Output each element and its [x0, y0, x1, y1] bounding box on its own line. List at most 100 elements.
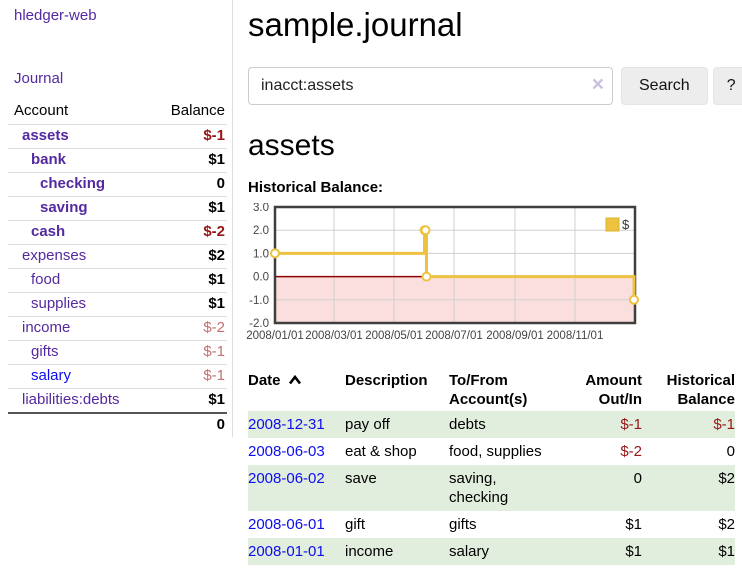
y-tick-label: 1.0 — [253, 248, 269, 260]
transaction-balance: $1 — [718, 543, 735, 560]
account-balance: $1 — [149, 148, 227, 173]
account-balance: $1 — [149, 268, 227, 293]
page-title: sample.journal — [248, 6, 463, 43]
account-row: checking 0 — [8, 172, 227, 197]
x-tick-label: 2008/07/01 — [425, 330, 483, 342]
transaction-date-link[interactable]: 2008-06-01 — [248, 516, 325, 533]
account-link[interactable]: supplies — [31, 295, 87, 312]
register-row: 2008-01-01 income salary $1 $1 — [248, 538, 735, 565]
transaction-amount: $-2 — [620, 443, 642, 460]
transaction-description: gift — [345, 516, 366, 533]
account-heading: assets — [248, 129, 335, 162]
transaction-balance: $2 — [718, 516, 735, 533]
account-link[interactable]: cash — [31, 223, 66, 240]
x-tick-label: 2008/11/01 — [547, 330, 604, 342]
account-row: income $-2 — [8, 316, 227, 341]
accounts-total-spacer — [8, 412, 150, 437]
transaction-balance: $2 — [718, 470, 735, 487]
account-balance: $1 — [149, 388, 227, 413]
transaction-description: eat & shop — [345, 443, 417, 460]
account-balance: $1 — [149, 196, 227, 221]
account-link[interactable]: liabilities:debts — [22, 391, 120, 408]
transaction-amount: $-1 — [620, 416, 642, 433]
account-balance: 0 — [149, 172, 227, 197]
register-row: 2008-06-03 eat & shop food, supplies $-2 0 — [248, 438, 735, 465]
search-row: × Search ? — [248, 67, 742, 105]
register-row: 2008-12-31 pay off debts $-1 $-1 — [248, 411, 735, 438]
account-link[interactable]: income — [22, 319, 71, 336]
accounts-total-balance: 0 — [149, 412, 227, 437]
transaction-amount: $1 — [625, 516, 642, 533]
x-tick-label: 2008/01/01 — [246, 330, 304, 342]
plot-border — [273, 205, 637, 325]
account-row: gifts $-1 — [8, 340, 227, 365]
transaction-date-link[interactable]: 2008-06-03 — [248, 443, 325, 460]
account-row: expenses $2 — [8, 244, 227, 269]
transaction-date-link[interactable]: 2008-06-02 — [248, 470, 325, 487]
account-link[interactable]: checking — [40, 175, 106, 192]
transaction-description: income — [345, 543, 394, 560]
y-tick-label: -1.0 — [249, 295, 269, 307]
transaction-amount: $1 — [625, 543, 642, 560]
search-field-wrap: × — [248, 67, 613, 105]
register-table: Date Description To/From Account(s) Amou… — [248, 369, 735, 565]
account-row: bank $1 — [8, 148, 227, 173]
register-header-row: Date Description To/From Account(s) Amou… — [248, 369, 735, 411]
y-tick-label: 0.0 — [253, 272, 269, 284]
app-title-link[interactable]: hledger-web — [14, 7, 97, 24]
legend-swatch — [605, 217, 620, 232]
account-link[interactable]: expenses — [22, 247, 87, 264]
account-balance: $-1 — [149, 364, 227, 389]
transaction-accounts: food, supplies — [449, 443, 542, 460]
account-row: cash $-2 — [8, 220, 227, 245]
accounts-header-account: Account — [14, 102, 69, 119]
search-input[interactable] — [248, 67, 613, 105]
transaction-date-link[interactable]: 2008-12-31 — [248, 416, 325, 433]
register-header-description: Description — [345, 372, 428, 389]
accounts-table: Account Balance assets $-1 bank $1 checking 0… — [8, 100, 227, 437]
sidebar: hledger-web Journal Account Balance asse… — [0, 0, 233, 437]
data-point-marker — [270, 248, 280, 259]
transaction-accounts: debts — [449, 416, 486, 433]
account-link[interactable]: bank — [31, 151, 67, 168]
data-point-marker — [629, 294, 640, 305]
account-link[interactable]: assets — [22, 127, 69, 144]
x-tick-label: 2008/03/01 — [305, 330, 363, 342]
sort-ascending-icon — [288, 374, 301, 385]
chart-title: Historical Balance: — [248, 179, 384, 196]
search-button[interactable]: Search — [621, 67, 708, 105]
register-header-date[interactable]: Date — [248, 369, 345, 411]
clear-search-icon[interactable]: × — [591, 73, 604, 96]
transaction-amount: 0 — [633, 470, 642, 487]
transaction-date-link[interactable]: 2008-01-01 — [248, 543, 325, 560]
accounts-header-row: Account Balance — [8, 100, 227, 125]
account-balance: $-1 — [149, 340, 227, 365]
account-balance: $2 — [149, 244, 227, 269]
help-button[interactable]: ? — [712, 67, 742, 105]
sidebar-item-journal[interactable]: Journal — [14, 70, 64, 87]
account-link[interactable]: saving — [40, 199, 88, 216]
register-row: 2008-06-02 save saving, checking 0 $2 — [248, 465, 735, 511]
accounts-header-balance: Balance — [170, 102, 225, 119]
transaction-accounts: saving, checking — [449, 470, 509, 506]
account-link[interactable]: gifts — [31, 343, 59, 360]
register-row: 2008-06-01 gift gifts $1 $2 — [248, 511, 735, 538]
data-point-marker — [420, 225, 431, 236]
account-row: liabilities:debts $1 — [8, 388, 227, 413]
account-balance: $-2 — [149, 220, 227, 245]
data-point-marker — [421, 271, 432, 282]
account-link[interactable]: food — [31, 271, 61, 288]
y-tick-label: 2.0 — [253, 225, 269, 237]
account-link[interactable]: salary — [31, 367, 72, 384]
register-header-balance: Historical Balance — [666, 372, 735, 408]
x-tick-label: 2008/05/01 — [365, 330, 423, 342]
account-row: salary $-1 — [8, 364, 227, 389]
transaction-balance: $-1 — [713, 416, 735, 433]
register-header-accounts: To/From Account(s) — [449, 372, 528, 408]
accounts-body: assets $-1 bank $1 checking 0 saving $1 cash $-2 e… — [8, 124, 227, 413]
accounts-total-row: 0 — [8, 412, 227, 437]
account-balance: $-1 — [149, 124, 227, 149]
transaction-accounts: gifts — [449, 516, 477, 533]
account-row: saving $1 — [8, 196, 227, 221]
